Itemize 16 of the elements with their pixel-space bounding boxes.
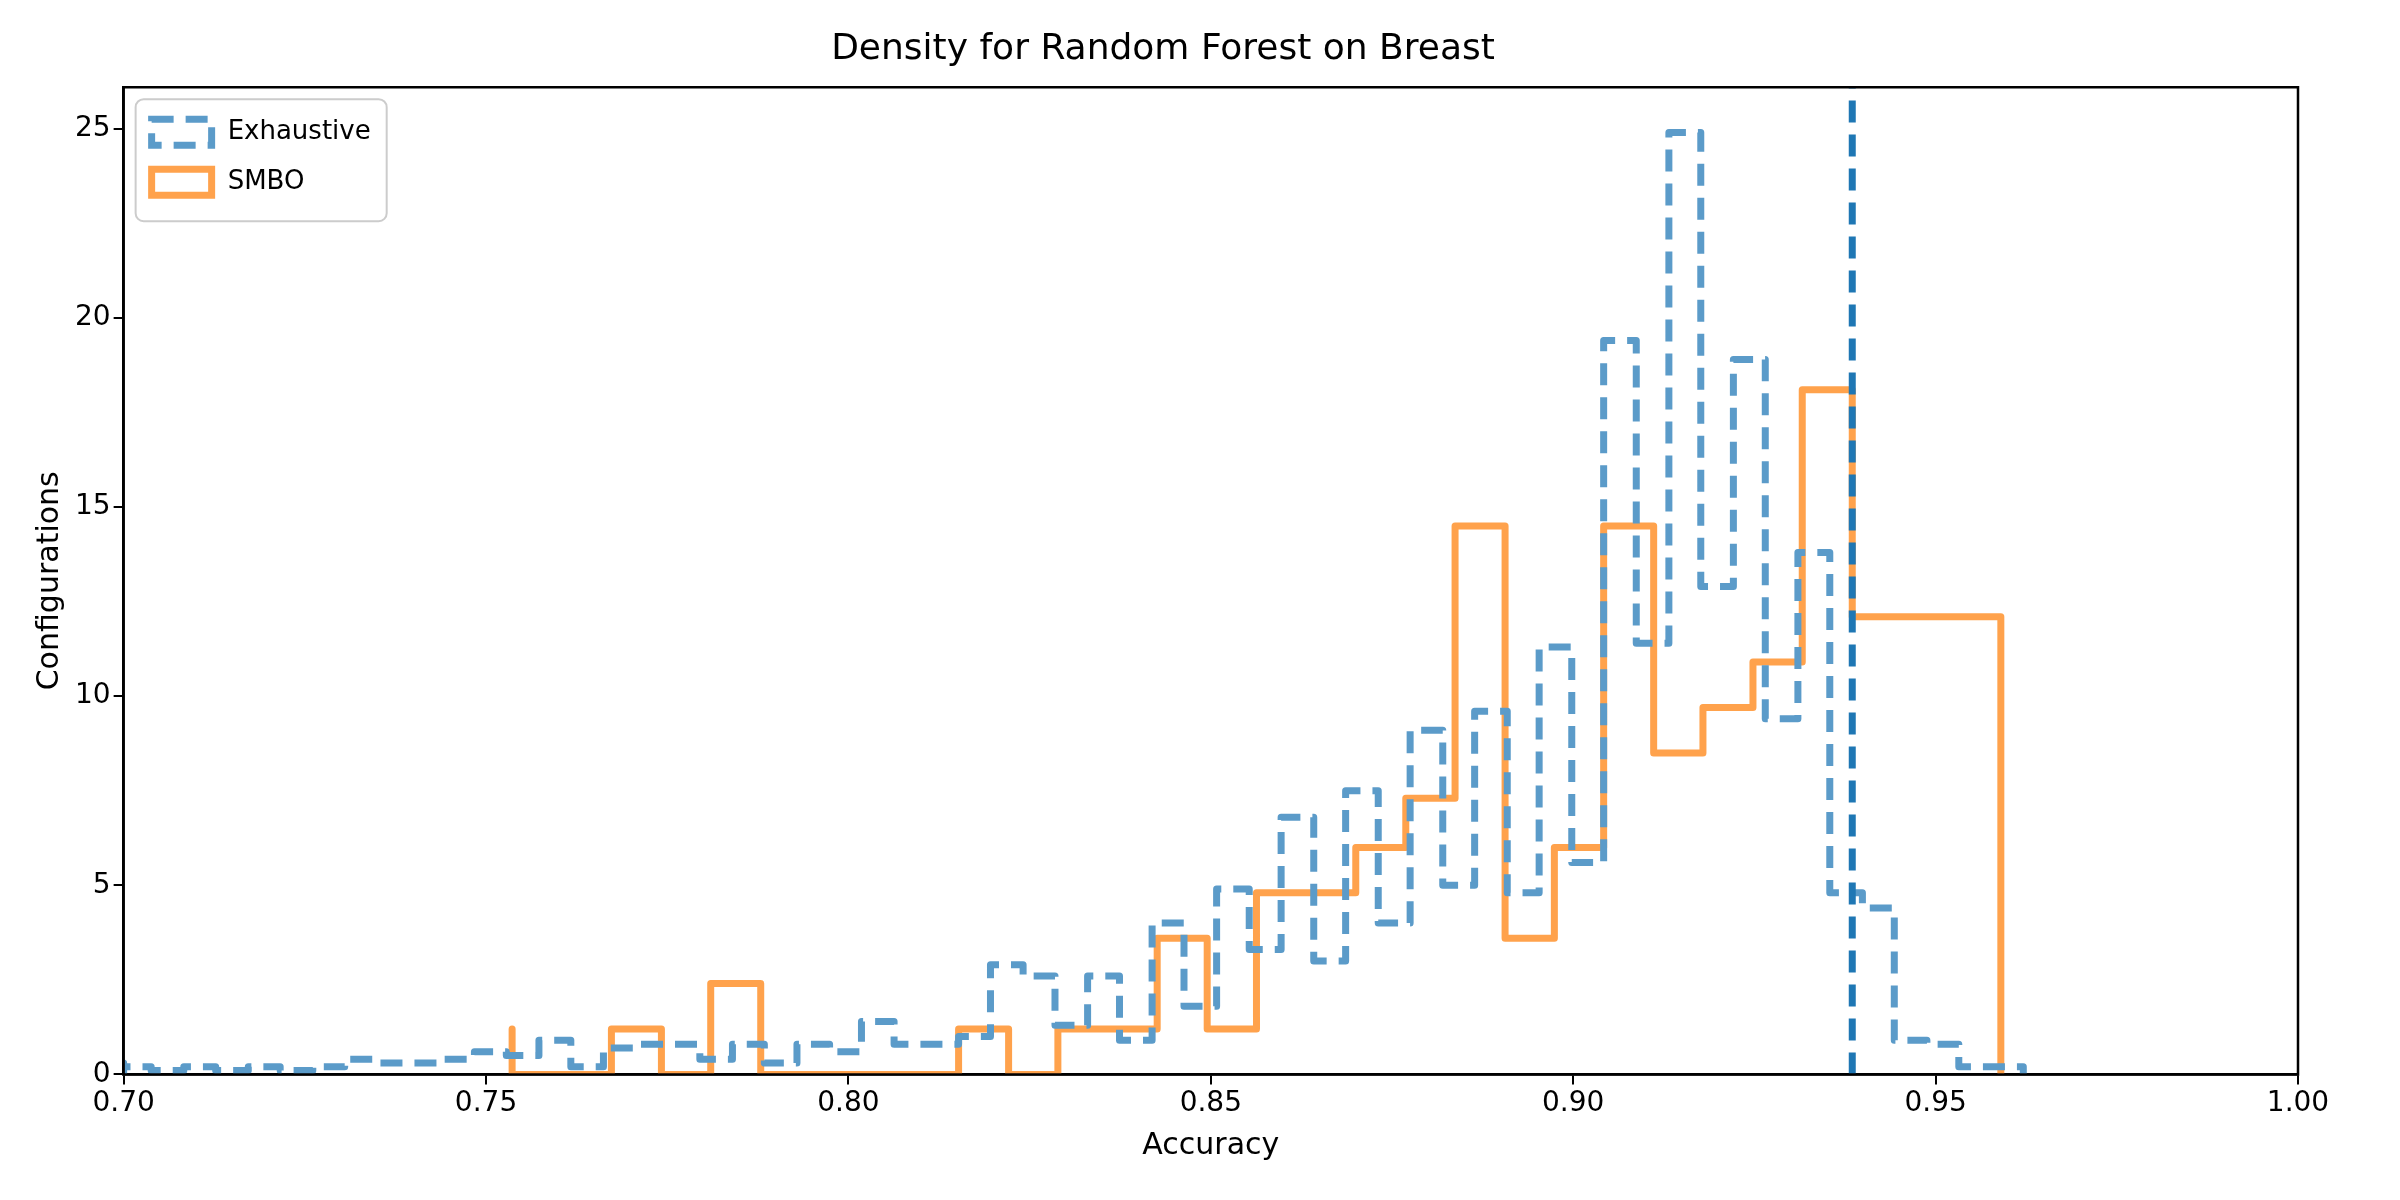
y-tick-label: 25 <box>74 110 111 144</box>
chart-title: Density for Random Forest on Breast <box>831 25 1495 67</box>
x-tick-label: 0.80 <box>817 1085 880 1119</box>
x-tick-label: 0.95 <box>1904 1085 1967 1119</box>
y-tick-label: 5 <box>92 866 111 900</box>
y-tick-label: 10 <box>74 677 111 711</box>
x-tick-label: 0.85 <box>1179 1085 1242 1119</box>
y-axis-title: Configurations <box>29 471 65 691</box>
legend-label: Exhaustive <box>227 114 371 145</box>
legend-label: SMBO <box>227 164 305 195</box>
y-tick-label: 20 <box>74 299 111 333</box>
x-axis-title: Accuracy <box>1142 1125 1280 1161</box>
x-tick-label: 1.00 <box>2266 1085 2330 1119</box>
x-tick-label: 0.90 <box>1542 1085 1605 1119</box>
y-tick-label: 15 <box>74 488 111 522</box>
x-tick-label: 0.75 <box>454 1085 518 1119</box>
